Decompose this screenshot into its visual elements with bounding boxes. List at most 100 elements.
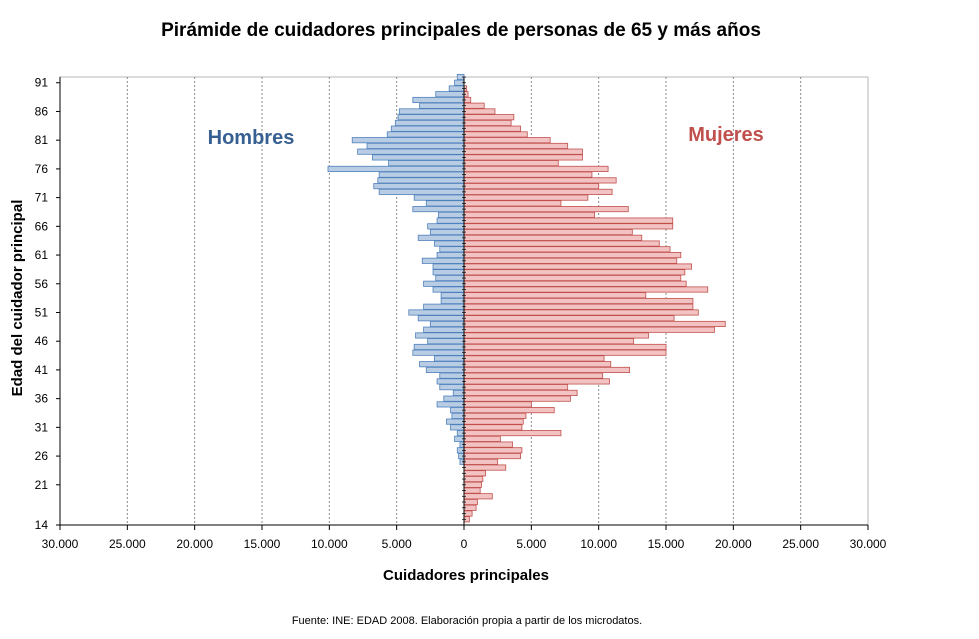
bar-mujeres xyxy=(463,269,686,276)
bar-mujeres xyxy=(463,378,610,385)
bar-hombres xyxy=(436,217,465,224)
bar-hombres xyxy=(351,137,465,144)
bar-mujeres xyxy=(463,200,562,207)
bar-hombres xyxy=(417,315,465,322)
bar-hombres xyxy=(419,361,465,368)
bar-mujeres xyxy=(463,424,523,431)
bar-mujeres xyxy=(463,401,532,408)
bar-hombres xyxy=(390,125,465,132)
bar-mujeres xyxy=(463,108,496,115)
y-tick-label: 26 xyxy=(35,449,49,463)
x-tick-label: 30.000 xyxy=(42,537,79,551)
bar-mujeres xyxy=(463,183,600,190)
y-tick-label: 46 xyxy=(35,334,49,348)
bar-mujeres xyxy=(463,217,674,224)
bar-mujeres xyxy=(463,142,569,149)
bar-hombres xyxy=(427,338,465,345)
bar-mujeres xyxy=(463,395,571,402)
y-tick-label: 36 xyxy=(35,392,49,406)
bar-mujeres xyxy=(463,234,643,241)
bar-mujeres xyxy=(463,131,528,138)
bar-mujeres xyxy=(463,458,499,465)
x-tick-label: 15.000 xyxy=(244,537,281,551)
bar-hombres xyxy=(408,309,465,316)
bar-mujeres xyxy=(463,257,678,264)
bar-hombres xyxy=(366,142,465,149)
y-tick-labels: 14 21 26 31 36 41 46 51 56 61 66 71 76 81 86 91 xyxy=(35,76,49,532)
bar-hombres xyxy=(427,223,465,230)
bar-hombres xyxy=(436,252,465,259)
bar-mujeres xyxy=(463,154,583,161)
bar-hombres xyxy=(446,418,465,425)
y-tick-label: 56 xyxy=(35,277,49,291)
bar-hombres xyxy=(419,102,465,109)
x-tick-label: 5.000 xyxy=(516,537,546,551)
bar-mujeres xyxy=(463,320,726,328)
bar-mujeres xyxy=(463,177,617,184)
bar-mujeres xyxy=(463,447,523,454)
mujeres-label: Mujeres xyxy=(688,124,764,146)
x-tick-label: 25.000 xyxy=(109,537,146,551)
bar-mujeres xyxy=(463,355,605,362)
bar-hombres xyxy=(425,200,465,207)
x-tick-label: 5.000 xyxy=(382,537,412,551)
bar-hombres xyxy=(429,229,465,236)
bar-hombres xyxy=(439,246,465,253)
bar-mujeres xyxy=(463,453,521,460)
bar-hombres xyxy=(443,395,465,402)
bar-mujeres xyxy=(463,315,675,322)
bar-mujeres xyxy=(463,274,682,282)
bar-hombres xyxy=(423,280,465,287)
chart-title: Pirámide de cuidadores principales de pe… xyxy=(161,20,761,41)
bar-mujeres xyxy=(463,481,482,488)
bar-mujeres xyxy=(463,476,484,483)
bar-hombres xyxy=(433,355,465,362)
bar-mujeres xyxy=(463,309,699,316)
bar-hombres xyxy=(423,303,465,310)
x-tick-label: 15.000 xyxy=(648,537,685,551)
y-tick-label: 61 xyxy=(35,248,49,262)
x-tick-label: 25.000 xyxy=(782,537,819,551)
x-tick-labels: 30.000 25.000 20.000 15.000 10.000 5.000 0 5.00… xyxy=(42,537,887,551)
bar-mujeres xyxy=(463,119,512,126)
bar-hombres xyxy=(357,148,465,155)
y-axis-title: Edad del cuidador principal xyxy=(9,200,26,397)
bar-mujeres xyxy=(463,441,513,448)
bar-hombres xyxy=(386,131,465,138)
bar-mujeres xyxy=(463,223,674,230)
bar-hombres xyxy=(432,263,465,270)
bar-mujeres xyxy=(463,326,715,333)
bar-hombres xyxy=(378,188,465,195)
bar-hombres xyxy=(423,326,465,333)
bar-hombres xyxy=(421,257,465,264)
bar-mujeres xyxy=(463,297,694,305)
x-tick-label: 10.000 xyxy=(311,537,348,551)
bar-hombres xyxy=(413,194,465,201)
y-tick-label: 76 xyxy=(35,162,49,176)
bar-mujeres xyxy=(463,114,515,121)
bar-hombres xyxy=(377,177,465,184)
bar-mujeres xyxy=(463,372,604,379)
bar-mujeres xyxy=(463,125,521,132)
bar-mujeres xyxy=(463,332,649,339)
bar-hombres xyxy=(412,349,465,356)
bar-hombres xyxy=(439,372,465,379)
bar-mujeres xyxy=(463,418,524,425)
bar-hombres xyxy=(425,366,465,373)
bar-mujeres xyxy=(463,148,583,155)
x-tick-label: 30.000 xyxy=(850,537,887,551)
bar-hombres xyxy=(448,85,465,92)
bar-mujeres xyxy=(463,171,593,178)
bar-hombres xyxy=(412,96,465,104)
y-tick-label: 14 xyxy=(35,518,49,532)
bar-hombres xyxy=(435,91,465,98)
y-tick-label: 86 xyxy=(35,104,49,118)
bar-mujeres xyxy=(463,384,569,391)
bar-mujeres xyxy=(463,280,687,287)
bar-mujeres xyxy=(463,498,478,506)
bar-mujeres xyxy=(463,211,596,218)
bar-hombres xyxy=(378,171,465,178)
x-tick-label: 0 xyxy=(461,537,468,551)
x-axis-title: Cuidadores principales xyxy=(383,567,549,584)
bar-mujeres xyxy=(463,349,667,356)
